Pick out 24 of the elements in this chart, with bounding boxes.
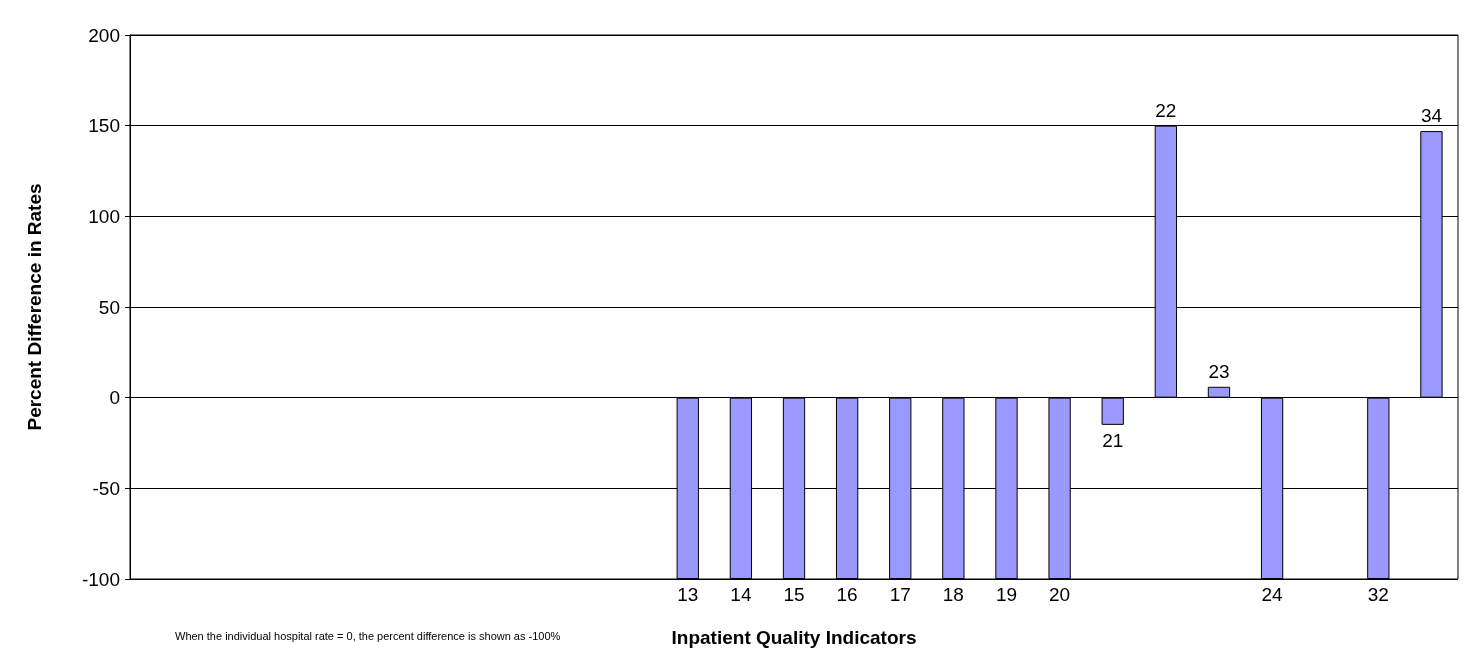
x-tick-label: 23 — [1208, 360, 1230, 382]
y-tick-label: 150 — [88, 115, 120, 137]
y-tick-label: 0 — [109, 387, 120, 409]
y-tick-label: -100 — [81, 568, 120, 590]
y-tick-label: 100 — [88, 205, 120, 227]
y-tick-label: -50 — [92, 477, 120, 499]
x-tick-label: 15 — [783, 584, 805, 605]
x-tick-label: 21 — [1102, 429, 1124, 451]
x-tick-label: 32 — [1367, 584, 1389, 605]
x-tick-label: 18 — [942, 584, 964, 605]
x-tick-label: 16 — [836, 584, 858, 605]
x-tick-label: 22 — [1155, 99, 1177, 121]
text: When the individual hospital rate = 0, the percent difference is shown as -100% — [175, 629, 561, 642]
x-tick-label: 24 — [1261, 584, 1284, 605]
x-tick-label: 17 — [889, 584, 911, 605]
x-tick-label: 14 — [730, 584, 752, 605]
y-axis-title: Percent Difference in Rates — [24, 183, 45, 431]
y-tick-label: 200 — [88, 24, 120, 46]
y-tick-label: 50 — [98, 296, 120, 318]
x-axis-title: Inpatient Quality Indicators — [671, 627, 917, 648]
x-tick-label: 34 — [1420, 105, 1443, 127]
x-tick-label: 13 — [677, 584, 699, 605]
x-tick-label: 20 — [1049, 584, 1071, 605]
x-tick-label: 19 — [995, 584, 1018, 605]
